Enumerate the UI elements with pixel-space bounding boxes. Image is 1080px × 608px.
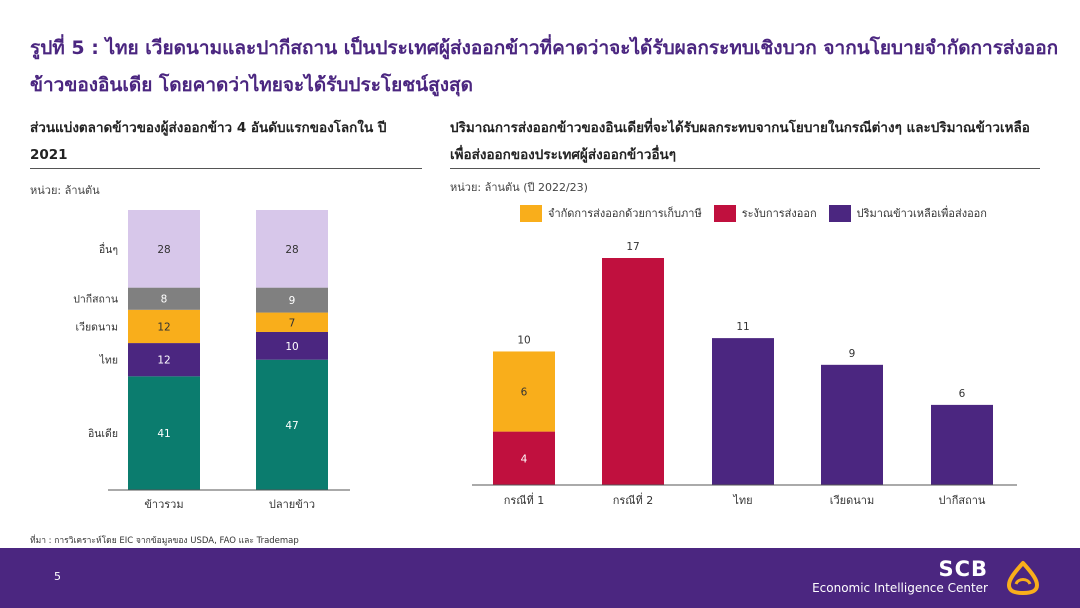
bar-segment (128, 343, 200, 377)
legend-swatch-suspension (713, 204, 736, 222)
x-tick-label: กรณีที่ 1 (504, 492, 545, 507)
data-label: 6 (521, 387, 528, 399)
x-tick-label: กรณีที่ 2 (613, 492, 654, 507)
legend-label-tax: จำกัดการส่งออกด้วยการเก็บภาษี (548, 207, 702, 220)
legend-swatch-remaining (828, 204, 851, 222)
data-label: 10 (285, 341, 298, 353)
x-tick-label: ข้าวรวม (144, 498, 183, 511)
bar-segment (493, 431, 555, 485)
data-label: 8 (161, 294, 168, 306)
slide-title: รูปที่ 5 : ไทย เวียดนามและปากีสถาน เป็นป… (30, 37, 1059, 96)
series-label: อินเดีย (88, 427, 118, 440)
legend-item-remaining: ปริมาณข้าวเหลือเพื่อส่งออก (828, 204, 987, 222)
left-stacked-bar-chart: 41 12 12 8 28 ข้าวรวม 47 10 7 9 28 ปลายข้าว อินเดีย ไ… (73, 210, 350, 511)
x-tick-label: ไทย (732, 494, 752, 507)
bar-segment (128, 287, 200, 310)
series-label: ไทย (99, 354, 118, 367)
data-label: 7 (289, 317, 296, 329)
bar-segment (128, 210, 200, 288)
series-label: ปากีสถาน (73, 293, 118, 306)
source-note: ที่มา : การวิเคราะห์โดย EIC จากข้อมูลของ… (30, 536, 299, 546)
right-title-rule (450, 168, 1040, 169)
x-tick-label: ปลายข้าว (269, 498, 315, 511)
right-bar-chart: 4 6 10 กรณีที่ 1 17 กรณีที่ 2 11 ไทย 9 เวียดนาม 6 ป… (472, 241, 1017, 507)
total-label: 9 (849, 348, 856, 360)
data-label: 47 (285, 420, 298, 432)
bar-segment (602, 258, 664, 485)
brand-name: SCB (938, 557, 988, 581)
data-label: 28 (157, 244, 170, 256)
left-unit-label: หน่วย: ล้านตัน (30, 184, 100, 197)
bar-segment (256, 312, 328, 332)
right-unit-label: หน่วย: ล้านตัน (ปี 2022/23) (450, 181, 588, 194)
data-label: 12 (157, 355, 170, 367)
data-label: 12 (157, 321, 170, 333)
left-title-rule (30, 168, 422, 169)
legend-item-suspension: ระงับการส่งออก (713, 204, 817, 222)
x-tick-label: เวียดนาม (830, 494, 874, 507)
brand-block: SCB Economic Intelligence Center (812, 558, 988, 596)
bar-segment (712, 338, 774, 485)
right-chart-legend: จำกัดการส่งออกด้วยการเก็บภาษี ระงับการส่… (520, 202, 1040, 224)
data-label: 41 (157, 428, 170, 440)
scb-logo-icon (1007, 561, 1039, 595)
bar-segment (931, 404, 993, 485)
total-label: 11 (736, 321, 749, 333)
brand-subtitle: Economic Intelligence Center (812, 581, 988, 595)
data-label: 4 (521, 453, 528, 465)
total-label: 10 (517, 334, 530, 346)
bar-segment (493, 351, 555, 432)
total-label: 17 (626, 241, 639, 253)
right-chart-title: ปริมาณการส่งออกข้าวของอินเดียที่จะได้รับ… (450, 120, 1030, 163)
legend-swatch-tax (520, 204, 542, 222)
bar-segment (821, 364, 883, 485)
data-label: 28 (285, 244, 298, 256)
bar-segment (256, 359, 328, 490)
left-chart-title: ส่วนแบ่งตลาดข้าวของผู้ส่งออกข้าว 4 อันดั… (30, 120, 387, 163)
data-label: 9 (289, 295, 296, 307)
bar-segment (256, 287, 328, 313)
total-label: 6 (959, 388, 966, 400)
series-label: เวียดนาม (76, 320, 118, 333)
bar-segment (256, 331, 328, 360)
page-number: 5 (54, 570, 61, 583)
bar-segment (128, 309, 200, 344)
x-tick-label: ปากีสถาน (939, 494, 986, 507)
footer-bar: 5 SCB Economic Intelligence Center (0, 548, 1080, 608)
legend-label-remaining: ปริมาณข้าวเหลือเพื่อส่งออก (856, 207, 987, 220)
legend-label-suspension: ระงับการส่งออก (741, 207, 817, 220)
series-label: อื่นๆ (99, 242, 118, 256)
legend-item-tax: จำกัดการส่งออกด้วยการเก็บภาษี (520, 204, 702, 222)
bar-segment (128, 376, 200, 490)
bar-segment (256, 210, 328, 288)
